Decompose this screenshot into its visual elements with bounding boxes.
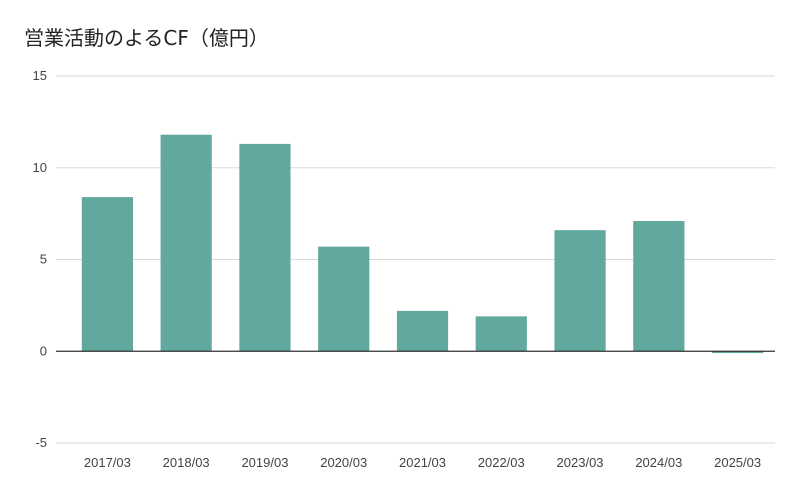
chart-title: 営業活動のよるCF（億円） [24,26,269,50]
bar-layer [81,134,764,354]
y-tick-label: 0 [40,343,47,358]
x-tick-label: 2025/03 [714,455,761,470]
x-tick-label: 2023/03 [557,455,604,470]
y-tick-label: -5 [35,435,47,450]
y-tick-label: 5 [40,252,47,267]
x-tick-label: 2024/03 [635,455,682,470]
bar [554,230,606,352]
bar [239,143,291,352]
label-layer: 15 10 5 0 -5 2017/03 2018/03 2019/03 2020/03 2021… [33,68,762,470]
bar [396,310,449,352]
bar [81,197,133,352]
bar [318,246,370,352]
x-tick-label: 2019/03 [241,455,288,470]
x-tick-label: 2018/03 [163,455,210,470]
x-tick-label: 2021/03 [399,455,446,470]
bar [475,316,527,352]
x-tick-label: 2020/03 [320,455,367,470]
x-tick-label: 2022/03 [478,455,525,470]
bar [633,220,685,352]
bar [712,351,764,354]
y-tick-label: 10 [33,160,47,175]
bar [160,134,212,352]
y-tick-label: 15 [33,68,47,83]
x-tick-label: 2017/03 [84,455,131,470]
